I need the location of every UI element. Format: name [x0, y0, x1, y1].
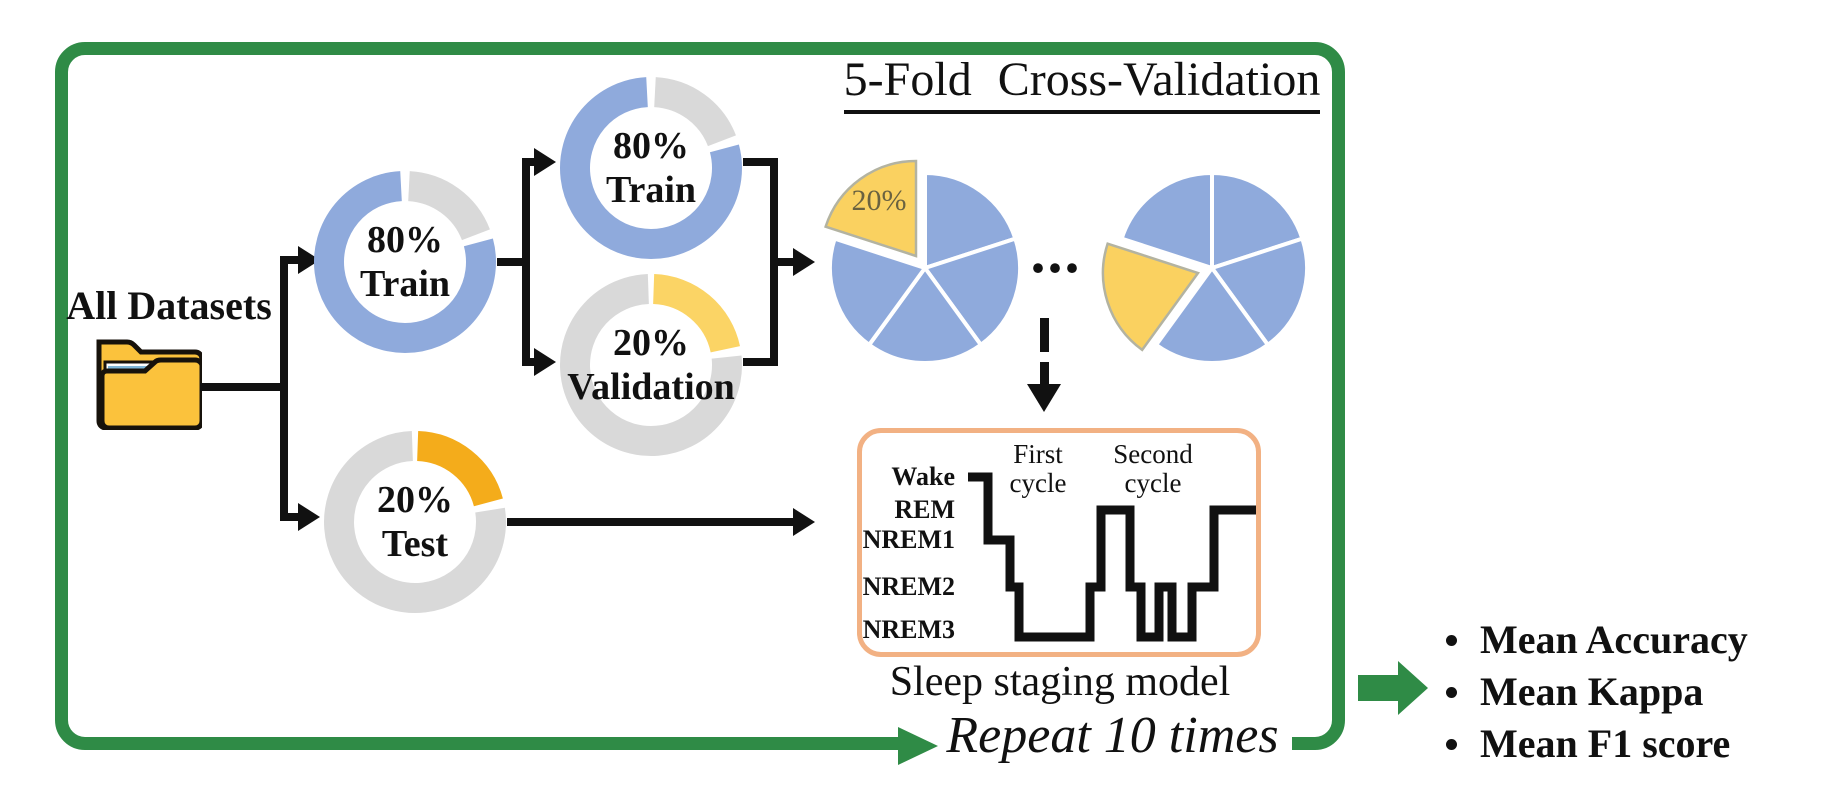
bullet-icon — [1446, 739, 1457, 750]
stage-label-nrem3: NREM3 — [862, 615, 955, 644]
donut-train-inner-label: 80% Train — [536, 124, 766, 212]
folder-icon — [96, 339, 202, 430]
dashed-arrow-segment — [1040, 362, 1049, 384]
stage-label-wake: Wake — [891, 462, 955, 491]
donut-test-percent: 20% — [377, 479, 453, 521]
connector-to-train — [280, 256, 300, 264]
donut-train-outer-label: 80% Train — [290, 218, 520, 306]
donut-test — [324, 431, 506, 613]
donut-test-text: Test — [381, 523, 449, 565]
all-datasets-label: All Datasets — [66, 283, 272, 328]
connector-split-vertical — [280, 256, 288, 521]
bullet-icon — [1446, 687, 1457, 698]
donut-test-label: 20% Test — [300, 478, 530, 566]
arrowhead-inner-train-icon — [534, 148, 556, 176]
connector-inner-train-out — [743, 158, 777, 166]
dashed-arrowhead-icon — [1027, 384, 1061, 412]
bullet-icon — [1446, 635, 1457, 646]
connector-test-to-model — [507, 518, 795, 526]
result-arrow-tip-icon — [1398, 661, 1428, 715]
donut-validation-percent: 20% — [613, 322, 689, 364]
repeat-arrow-icon — [898, 727, 938, 765]
donut-train-inner-percent: 80% — [613, 125, 689, 167]
stage-label-nrem2: NREM2 — [862, 572, 955, 601]
second-cycle-label: Second cycle — [1113, 439, 1193, 498]
donut-validation-label: 20% Validation — [536, 321, 766, 409]
first-cycle-label: First cycle — [1009, 439, 1067, 498]
donut-validation — [560, 274, 742, 456]
connector-validation-out — [743, 358, 777, 366]
connector-folder — [200, 383, 288, 391]
dashed-arrow-segment — [1040, 318, 1049, 352]
model-caption: Sleep staging model — [889, 659, 1231, 705]
arrowhead-validation-icon — [534, 348, 556, 376]
border-gap — [900, 733, 1292, 755]
connector-to-validation — [522, 358, 536, 366]
arrowhead-model-icon — [793, 508, 815, 536]
fold-pie-slice-label: 20% — [851, 184, 907, 217]
fold-pie-1 — [824, 159, 1022, 365]
arrowhead-cv-icon — [793, 248, 815, 276]
stage-label-nrem1: NREM1 — [862, 525, 955, 554]
bracket-left — [522, 158, 530, 366]
arrowhead-to-test-icon — [298, 503, 320, 531]
donut-train-inner-text: Train — [605, 169, 697, 211]
donut-train-inner — [560, 77, 742, 259]
repeat-label: Repeat 10 times — [946, 707, 1279, 764]
result-arrow-icon — [1358, 675, 1398, 701]
donut-train-outer — [314, 171, 496, 353]
donut-train-outer-text: Train — [359, 263, 451, 305]
metric-mean-f1: Mean F1 score — [1480, 721, 1731, 766]
fold-pie-2 — [1101, 171, 1309, 365]
connector-to-cv — [770, 258, 795, 266]
cv-title: 5-Fold Cross-Validation — [822, 52, 1342, 114]
metric-mean-kappa: Mean Kappa — [1480, 669, 1704, 714]
stage-label-rem: REM — [894, 495, 955, 524]
connector-to-inner-train — [522, 158, 536, 166]
donut-train-outer-percent: 80% — [367, 219, 443, 261]
donut-validation-text: Validation — [567, 366, 735, 408]
folds-ellipsis: ... — [1030, 219, 1082, 285]
connector-train-out — [497, 258, 527, 266]
connector-to-test — [280, 513, 300, 521]
metric-mean-accuracy: Mean Accuracy — [1480, 617, 1748, 662]
